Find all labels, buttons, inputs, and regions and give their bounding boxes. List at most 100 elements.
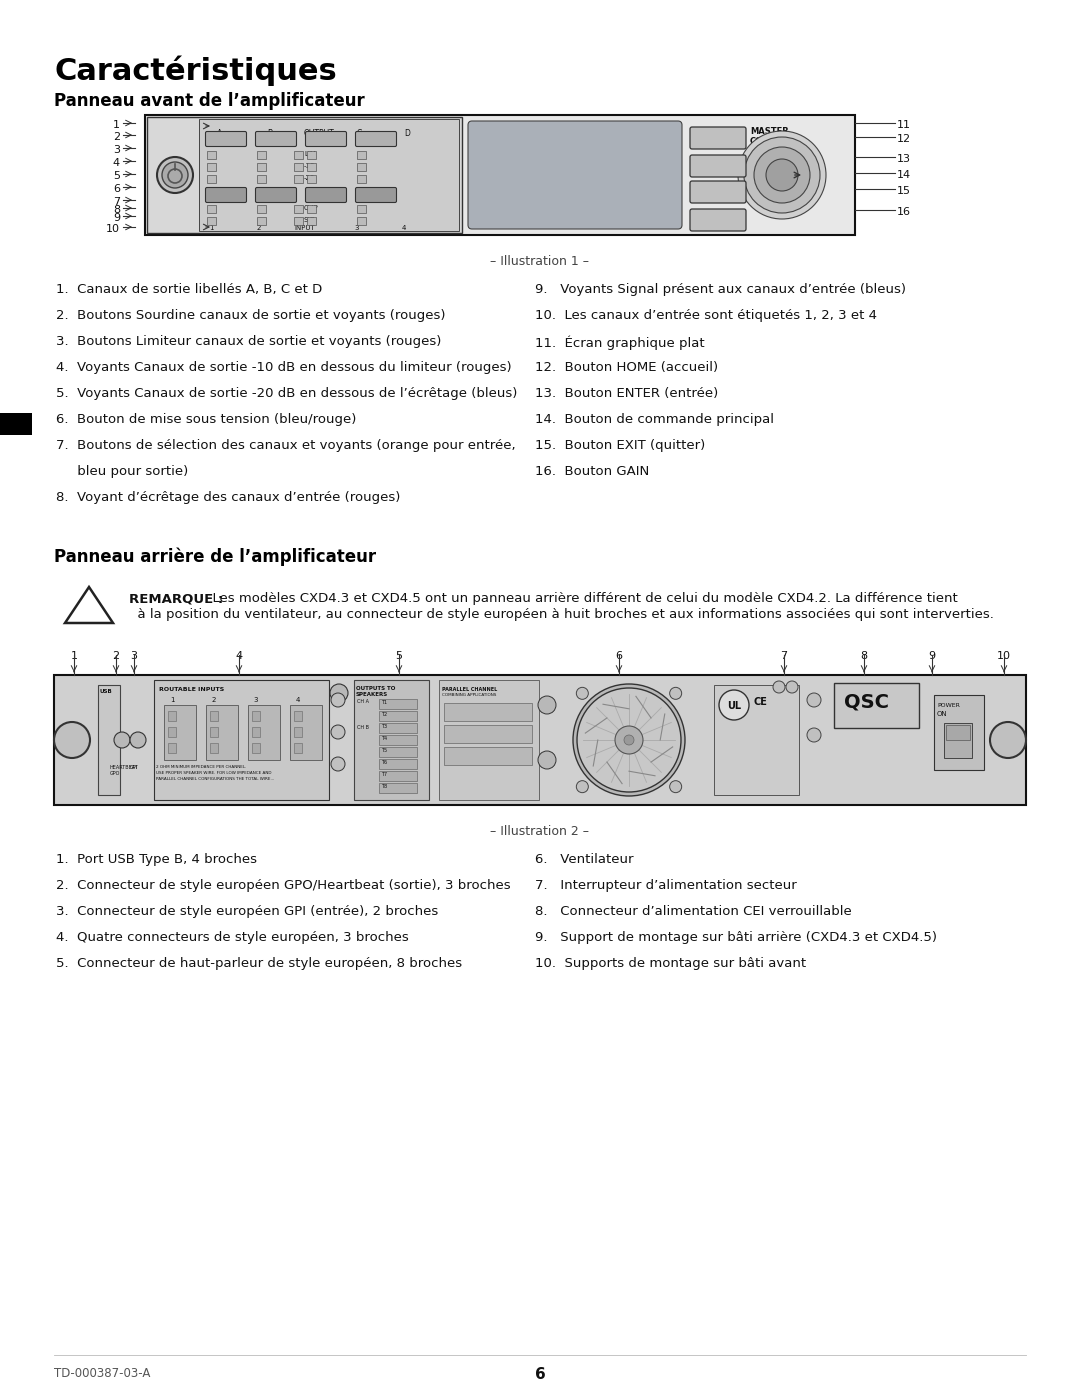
Text: 1.  Port USB Type B, 4 broches: 1. Port USB Type B, 4 broches: [56, 854, 257, 866]
Text: 3.  Boutons Limiteur canaux de sortie et voyants (rouges): 3. Boutons Limiteur canaux de sortie et …: [56, 335, 442, 348]
Bar: [714, 685, 799, 795]
Text: 1: 1: [113, 120, 120, 130]
Text: 1: 1: [70, 651, 78, 661]
Text: 7.  Boutons de sélection des canaux et voyants (orange pour entrée,: 7. Boutons de sélection des canaux et vo…: [56, 439, 515, 453]
Text: 6: 6: [113, 184, 120, 194]
Bar: [470, 123, 680, 226]
Circle shape: [615, 726, 643, 754]
Bar: [294, 217, 303, 225]
Bar: [206, 705, 238, 760]
Bar: [294, 151, 303, 159]
Text: 15.  Bouton EXIT (quitter): 15. Bouton EXIT (quitter): [535, 439, 705, 453]
Text: 7: 7: [781, 651, 787, 661]
FancyBboxPatch shape: [205, 131, 246, 147]
Text: T6: T6: [381, 760, 387, 766]
Text: 3.  Connecteur de style européen GPI (entrée), 2 broches: 3. Connecteur de style européen GPI (ent…: [56, 905, 438, 918]
Text: 9.   Voyants Signal présent aux canaux d’entrée (bleus): 9. Voyants Signal présent aux canaux d’e…: [535, 284, 906, 296]
Bar: [379, 747, 417, 757]
Text: CH B: CH B: [357, 725, 369, 731]
Text: 2: 2: [112, 651, 120, 661]
Bar: [168, 726, 176, 738]
Text: 5.  Voyants Canaux de sortie -20 dB en dessous de l’écrêtage (bleus): 5. Voyants Canaux de sortie -20 dB en de…: [56, 387, 517, 400]
Bar: [357, 175, 366, 183]
Text: – Illustration 2 –: – Illustration 2 –: [490, 826, 590, 838]
Text: 5: 5: [113, 170, 120, 182]
Circle shape: [157, 156, 193, 193]
Bar: [294, 205, 303, 212]
Circle shape: [786, 680, 798, 693]
Text: 4.  Voyants Canaux de sortie -10 dB en dessous du limiteur (rouges): 4. Voyants Canaux de sortie -10 dB en de…: [56, 360, 512, 374]
FancyBboxPatch shape: [355, 131, 396, 147]
Bar: [934, 694, 984, 770]
Text: 8: 8: [861, 651, 867, 661]
Text: 16.  Bouton GAIN: 16. Bouton GAIN: [535, 465, 649, 478]
Text: CONTROL: CONTROL: [750, 137, 795, 147]
Circle shape: [538, 696, 556, 714]
Text: C: C: [357, 129, 362, 138]
Text: T8: T8: [381, 784, 387, 789]
Text: 11: 11: [897, 120, 912, 130]
Bar: [357, 217, 366, 225]
Text: 8.   Connecteur d’alimentation CEI verrouillable: 8. Connecteur d’alimentation CEI verroui…: [535, 905, 852, 918]
Text: 2: 2: [257, 225, 261, 231]
Text: T2: T2: [381, 712, 387, 717]
Bar: [199, 119, 459, 231]
Bar: [54, 675, 1026, 805]
Text: FR: FR: [8, 419, 24, 429]
Text: 13: 13: [897, 154, 912, 163]
Text: SEL: SEL: [264, 191, 275, 196]
Bar: [307, 205, 316, 212]
Text: !: !: [84, 608, 94, 627]
Bar: [207, 175, 216, 183]
Bar: [307, 217, 316, 225]
Text: 6: 6: [535, 1368, 545, 1382]
Text: QSC: QSC: [843, 693, 889, 712]
Text: PARALLEL CHANNEL CONFIGURATIONS THE TOTAL WIRE...: PARALLEL CHANNEL CONFIGURATIONS THE TOTA…: [156, 777, 274, 781]
Circle shape: [162, 162, 188, 189]
Bar: [379, 698, 417, 710]
Text: EXIT: EXIT: [698, 184, 719, 194]
Text: T7: T7: [381, 773, 387, 777]
Text: 8.  Voyant d’écrêtage des canaux d’entrée (rouges): 8. Voyant d’écrêtage des canaux d’entrée…: [56, 490, 401, 504]
Circle shape: [538, 752, 556, 768]
Text: ON: ON: [937, 711, 947, 717]
Text: 4: 4: [113, 158, 120, 168]
Text: 16: 16: [897, 207, 912, 217]
Text: CH A: CH A: [357, 698, 369, 704]
Text: 10.  Les canaux d’entrée sont étiquetés 1, 2, 3 et 4: 10. Les canaux d’entrée sont étiquetés 1…: [535, 309, 877, 321]
Bar: [207, 217, 216, 225]
Text: GAIN: GAIN: [698, 212, 721, 222]
Circle shape: [766, 159, 798, 191]
Text: OUTPUTS TO: OUTPUTS TO: [356, 686, 395, 692]
Bar: [357, 151, 366, 159]
Text: SEL: SEL: [314, 191, 325, 196]
Text: 15: 15: [897, 186, 912, 196]
Circle shape: [330, 757, 345, 771]
FancyBboxPatch shape: [256, 187, 297, 203]
Bar: [207, 163, 216, 170]
Text: 10: 10: [997, 651, 1011, 661]
Text: OUTPUT: OUTPUT: [303, 129, 335, 138]
Text: COMBINING APPLICATIONS: COMBINING APPLICATIONS: [442, 693, 497, 697]
Text: 5: 5: [395, 651, 403, 661]
Text: T4: T4: [381, 736, 387, 740]
FancyBboxPatch shape: [355, 187, 396, 203]
Circle shape: [807, 728, 821, 742]
Bar: [357, 163, 366, 170]
Bar: [145, 115, 855, 235]
Circle shape: [114, 732, 130, 747]
Text: 3: 3: [113, 145, 120, 155]
FancyBboxPatch shape: [205, 187, 246, 203]
Text: T5: T5: [381, 747, 387, 753]
Bar: [257, 205, 266, 212]
Text: 4.  Quatre connecteurs de style européen, 3 broches: 4. Quatre connecteurs de style européen,…: [56, 930, 408, 944]
Bar: [307, 163, 316, 170]
Bar: [154, 680, 329, 800]
Circle shape: [573, 685, 685, 796]
Text: Les modèles CXD4.3 et CXD4.5 ont un panneau arrière différent de celui du modèle: Les modèles CXD4.3 et CXD4.5 ont un pann…: [204, 592, 958, 605]
Text: 3: 3: [254, 697, 258, 703]
Text: POWER: POWER: [937, 703, 960, 708]
Text: 10: 10: [106, 224, 120, 235]
Text: A: A: [217, 129, 222, 138]
Text: ENTER: ENTER: [698, 159, 729, 168]
